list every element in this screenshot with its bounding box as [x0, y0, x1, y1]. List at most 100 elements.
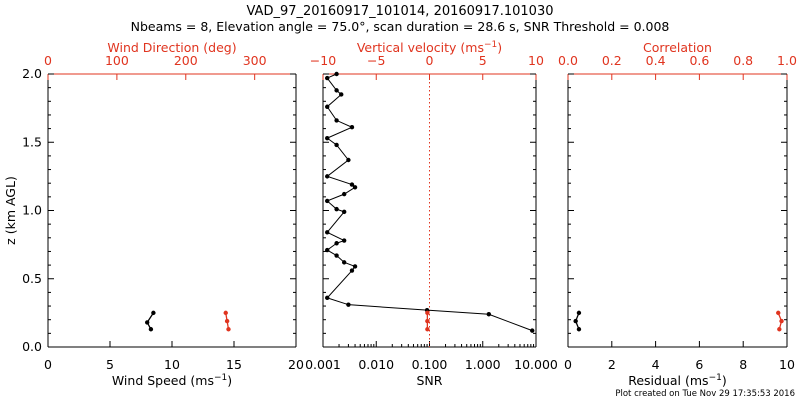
x-axis-label-bottom: SNR	[417, 373, 443, 388]
chart-title: VAD_97_20160917_101014, 20160917.101030	[247, 4, 554, 19]
x-tick-label-bottom: 0	[44, 357, 52, 372]
data-point	[224, 318, 230, 324]
data-point	[352, 185, 358, 190]
data-point	[334, 206, 339, 212]
data-point	[325, 230, 330, 235]
x-tick-label-top: 1.0	[777, 53, 797, 68]
data-point	[346, 302, 351, 307]
data-point	[334, 142, 339, 148]
x-tick-label-bottom: 10	[779, 357, 795, 372]
x-tick-label-top: −5	[367, 53, 385, 68]
footer-timestamp: Plot created on Tue Nov 29 17:35:53 2016	[615, 389, 795, 399]
data-point	[776, 310, 781, 316]
data-point	[339, 92, 344, 97]
data-point	[334, 241, 339, 246]
y-tick-label: 0.5	[22, 271, 42, 286]
data-point	[325, 174, 330, 179]
data-point	[349, 182, 355, 187]
x-tick-label-bottom: 0.001	[305, 357, 341, 372]
data-point	[530, 328, 535, 333]
data-point	[334, 88, 339, 93]
x-tick-label-top: 0.8	[733, 53, 753, 68]
data-point	[334, 253, 339, 258]
y-tick-label: 1.5	[22, 134, 42, 149]
data-point	[325, 104, 330, 109]
data-point	[151, 310, 156, 316]
x-tick-label-bottom: 4	[652, 357, 660, 372]
data-point	[346, 157, 351, 163]
data-point	[341, 209, 347, 215]
y-tick-label: 0.0	[22, 339, 42, 354]
data-point	[145, 320, 150, 325]
x-tick-label-bottom: 6	[695, 357, 703, 372]
x-tick-label-top: 100	[105, 53, 129, 68]
x-axis-label-top: Correlation	[643, 40, 712, 55]
x-tick-label-top: −10	[310, 53, 336, 68]
x-tick-label-top: 0.6	[689, 53, 709, 68]
x-tick-label-top: 0.4	[646, 53, 666, 68]
data-point	[341, 238, 347, 243]
data-point	[325, 198, 330, 204]
series-residual	[573, 310, 582, 332]
x-tick-label-top: 200	[174, 53, 198, 68]
data-point	[425, 318, 430, 324]
data-point	[576, 310, 582, 316]
x-tick-label-bottom: 10.000	[514, 357, 558, 372]
data-point	[325, 75, 330, 81]
data-point	[425, 327, 430, 332]
series-line	[326, 73, 533, 332]
x-axis-label-top: Wind Direction (deg)	[107, 40, 236, 55]
data-point	[334, 118, 339, 123]
data-point	[341, 260, 347, 265]
series-snr	[325, 71, 535, 333]
y-axis-label: z (km AGL)	[3, 176, 18, 245]
data-point	[223, 310, 228, 316]
series-wind-direction	[223, 310, 231, 332]
data-point	[325, 247, 330, 253]
x-tick-label-bottom: 20	[288, 357, 304, 372]
x-tick-label-bottom: 2	[608, 357, 616, 372]
data-point	[349, 268, 355, 273]
x-tick-label-top: 0	[426, 53, 434, 68]
x-tick-label-top: 0	[44, 53, 52, 68]
data-point	[576, 327, 582, 332]
panel-snr-panel: 0.001 0.010 0.100 1.000 10.000 −10 −5 0 5 10 SNR Ve…	[305, 40, 558, 388]
data-point	[486, 312, 492, 317]
x-tick-label-top: 300	[243, 53, 267, 68]
data-point	[777, 327, 782, 332]
x-tick-label-bottom: 0.100	[412, 357, 448, 372]
y-tick-label: 1.0	[22, 203, 42, 218]
x-tick-label-bottom: 1.000	[465, 357, 501, 372]
x-tick-label-top: 0.0	[558, 53, 578, 68]
x-tick-label-bottom: 5	[106, 357, 114, 372]
x-tick-label-bottom: 0.010	[358, 357, 394, 372]
x-tick-label-bottom: 10	[164, 357, 180, 372]
data-point	[334, 71, 339, 77]
x-axis-label-bottom: Residual (ms−1)	[628, 373, 727, 388]
x-tick-label-bottom: 0	[564, 357, 572, 372]
data-point	[148, 327, 154, 332]
x-axis-label-bottom: Wind Speed (ms−1)	[112, 373, 232, 388]
x-tick-label-bottom: 15	[226, 357, 242, 372]
series-correlation	[776, 310, 784, 332]
data-point	[226, 327, 231, 332]
x-tick-label-top: 5	[479, 53, 487, 68]
x-tick-label-bottom: 8	[739, 357, 747, 372]
data-point	[352, 264, 358, 269]
x-axis-label-top: Vertical velocity (ms−1)	[357, 40, 502, 55]
series-wind-speed	[145, 310, 156, 332]
chart-subtitle: Nbeams = 8, Elevation angle = 75.0°, sca…	[131, 19, 670, 34]
x-tick-label-top: 10	[528, 53, 544, 68]
data-point	[425, 310, 430, 316]
data-point	[341, 191, 347, 197]
series-vertical-velocity	[425, 310, 430, 332]
data-point	[325, 295, 330, 301]
data-point	[349, 125, 355, 130]
data-point	[573, 318, 578, 324]
data-point	[779, 318, 784, 324]
x-tick-label-top: 0.2	[602, 53, 622, 68]
y-tick-label: 2.0	[22, 66, 42, 81]
panel-residual-panel: 0 2 4 6 8 10 0.0 0.2 0.4 0.6 0.8 1.0 Residual (ms−1)…	[558, 40, 797, 388]
